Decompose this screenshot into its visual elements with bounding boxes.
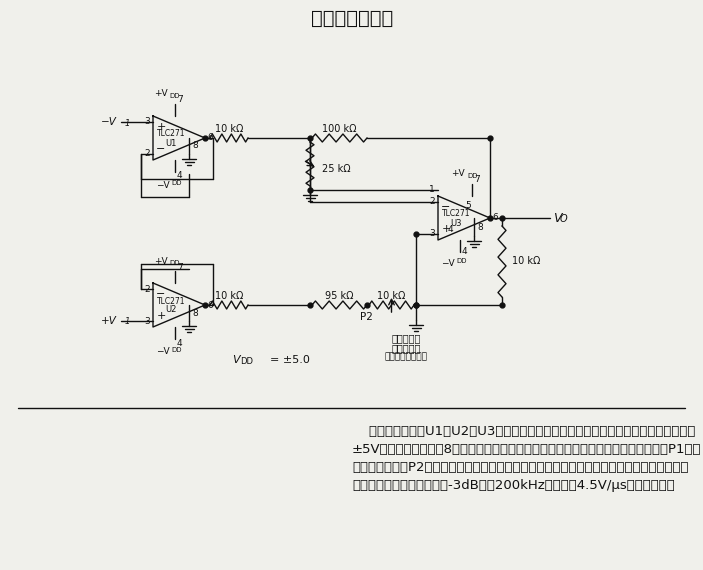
Text: 4: 4 [177, 172, 183, 181]
Text: 4: 4 [462, 247, 467, 256]
Text: 100 kΩ: 100 kΩ [322, 124, 356, 134]
Text: U1: U1 [165, 139, 176, 148]
Text: 共模抑制比: 共模抑制比 [392, 333, 420, 343]
Text: DD: DD [467, 173, 477, 179]
Text: 8: 8 [192, 141, 198, 150]
Text: +: + [156, 311, 166, 321]
Text: = ±5.0: = ±5.0 [270, 355, 310, 365]
Text: +V: +V [101, 316, 117, 326]
Text: 三个运算放大器U1、U2和U3被连接成基本的仪器仪表放大器电路。每个运算放大器由: 三个运算放大器U1、U2和U3被连接成基本的仪器仪表放大器电路。每个运算放大器由 [352, 425, 695, 438]
Text: 25 kΩ: 25 kΩ [322, 164, 351, 174]
Text: 2: 2 [144, 284, 150, 294]
Text: +: + [441, 224, 451, 234]
Text: O: O [560, 214, 567, 224]
Text: 8: 8 [477, 222, 483, 231]
Text: 调节电位器: 调节电位器 [392, 343, 420, 353]
Text: 5: 5 [465, 202, 471, 210]
Text: +V: +V [451, 169, 465, 178]
Text: DD: DD [456, 258, 467, 264]
Text: 3: 3 [144, 117, 150, 127]
Text: 7: 7 [474, 176, 479, 185]
Text: 2: 2 [144, 149, 150, 158]
Text: U2: U2 [165, 306, 176, 315]
Text: 7: 7 [177, 96, 183, 104]
Text: 仪器仪表驱动器: 仪器仪表驱动器 [311, 9, 393, 27]
Text: 95 kΩ: 95 kΩ [325, 291, 354, 301]
Text: 10 kΩ: 10 kΩ [512, 256, 541, 267]
Text: 6: 6 [207, 133, 213, 142]
Text: DD: DD [171, 347, 181, 353]
Text: 10 kΩ: 10 kΩ [378, 291, 406, 301]
Text: 6: 6 [207, 300, 213, 310]
Text: −V: −V [156, 181, 170, 189]
Text: 3: 3 [430, 230, 435, 238]
Text: DD: DD [240, 356, 253, 365]
Text: 6: 6 [492, 214, 498, 222]
Text: 8: 8 [192, 308, 198, 317]
Text: 1: 1 [125, 119, 130, 128]
Text: V: V [553, 211, 562, 225]
Text: ±5V电源供电，其引脚8直接接地，并提供这一用途（高偏置方式）所需的交流性能。P1用来: ±5V电源供电，其引脚8直接接地，并提供这一用途（高偏置方式）所需的交流性能。P… [352, 443, 702, 456]
Text: DD: DD [169, 93, 179, 99]
Text: P2: P2 [360, 312, 373, 322]
Text: TLC271: TLC271 [157, 296, 186, 306]
Text: TLC271: TLC271 [157, 129, 186, 139]
Text: V: V [233, 355, 240, 365]
Text: 10 kΩ: 10 kΩ [215, 291, 243, 301]
Text: 7: 7 [177, 263, 183, 271]
Text: TLC271: TLC271 [441, 210, 470, 218]
Text: −: − [156, 144, 166, 154]
Text: +V: +V [154, 89, 168, 99]
Text: 2: 2 [430, 197, 435, 206]
Text: 4: 4 [447, 226, 453, 234]
Text: 10 kΩ: 10 kΩ [215, 124, 243, 134]
Text: （必须是无感的）: （必须是无感的） [385, 352, 427, 361]
Text: 3: 3 [144, 316, 150, 325]
Text: 4: 4 [177, 339, 183, 348]
Text: U3: U3 [450, 218, 462, 227]
Text: 1: 1 [125, 317, 130, 327]
Text: −V: −V [101, 117, 117, 127]
Text: DD: DD [169, 260, 179, 266]
Text: −: − [441, 202, 451, 212]
Text: DD: DD [171, 180, 181, 186]
Text: +: + [156, 122, 166, 132]
Text: 1: 1 [430, 185, 435, 194]
Text: −V: −V [156, 348, 170, 356]
Text: −V: −V [441, 259, 455, 267]
Text: 纠正失调误差，P2可调节输入共模抑制比。在没有加载的情况下，高输入阻抗可以为几兆欧。: 纠正失调误差，P2可调节输入共模抑制比。在没有加载的情况下，高输入阻抗可以为几兆… [352, 461, 688, 474]
Text: 由此获得的电路频率响应（-3dB）为200kHz，并具有4.5V/μs的转换速率。: 由此获得的电路频率响应（-3dB）为200kHz，并具有4.5V/μs的转换速率… [352, 479, 675, 492]
Text: −: − [156, 289, 166, 299]
Text: +V: +V [154, 256, 168, 266]
